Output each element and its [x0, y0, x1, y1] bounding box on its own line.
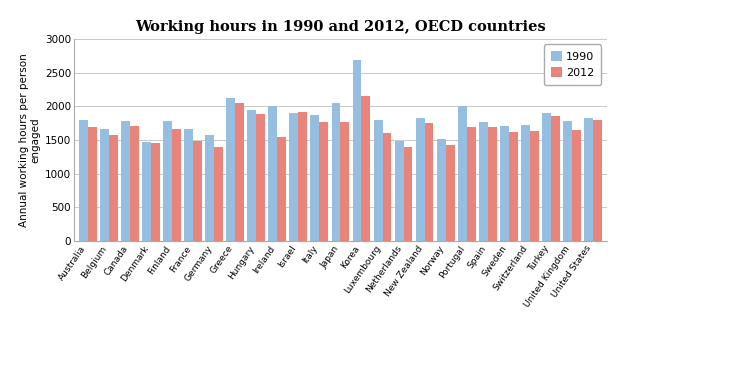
Bar: [509, 132, 518, 241]
Bar: [235, 103, 244, 241]
Legend: 1990, 2012: 1990, 2012: [544, 44, 601, 85]
Bar: [109, 135, 118, 241]
Bar: [374, 120, 383, 241]
Bar: [214, 147, 223, 241]
Bar: [403, 147, 412, 241]
Bar: [445, 145, 454, 241]
Bar: [479, 122, 488, 241]
Bar: [205, 135, 214, 241]
Bar: [542, 113, 551, 241]
Bar: [79, 120, 87, 241]
Bar: [332, 103, 340, 241]
Bar: [458, 106, 467, 241]
Bar: [247, 110, 256, 241]
Bar: [142, 142, 151, 241]
Bar: [585, 118, 593, 241]
Bar: [172, 129, 181, 241]
Bar: [289, 113, 298, 241]
Bar: [437, 139, 445, 241]
Bar: [269, 106, 278, 241]
Title: Working hours in 1990 and 2012, OECD countries: Working hours in 1990 and 2012, OECD cou…: [135, 19, 546, 33]
Bar: [572, 130, 581, 241]
Bar: [184, 129, 193, 241]
Y-axis label: Annual working hours per person
engaged: Annual working hours per person engaged: [19, 53, 41, 227]
Bar: [353, 60, 361, 241]
Bar: [500, 126, 509, 241]
Bar: [394, 141, 403, 241]
Bar: [87, 126, 96, 241]
Bar: [256, 114, 265, 241]
Bar: [130, 126, 138, 241]
Bar: [383, 133, 391, 241]
Bar: [163, 121, 172, 241]
Bar: [298, 112, 307, 241]
Bar: [193, 141, 202, 241]
Bar: [425, 123, 434, 241]
Bar: [100, 129, 109, 241]
Bar: [320, 122, 328, 241]
Bar: [467, 127, 476, 241]
Bar: [488, 128, 497, 241]
Bar: [416, 119, 425, 241]
Bar: [521, 125, 530, 241]
Bar: [340, 122, 349, 241]
Bar: [151, 144, 160, 241]
Bar: [278, 137, 286, 241]
Bar: [530, 131, 539, 241]
Bar: [361, 96, 370, 241]
Bar: [593, 121, 602, 241]
Bar: [311, 115, 320, 241]
Bar: [226, 98, 235, 241]
Bar: [121, 121, 130, 241]
Bar: [551, 116, 560, 241]
Bar: [563, 121, 572, 241]
